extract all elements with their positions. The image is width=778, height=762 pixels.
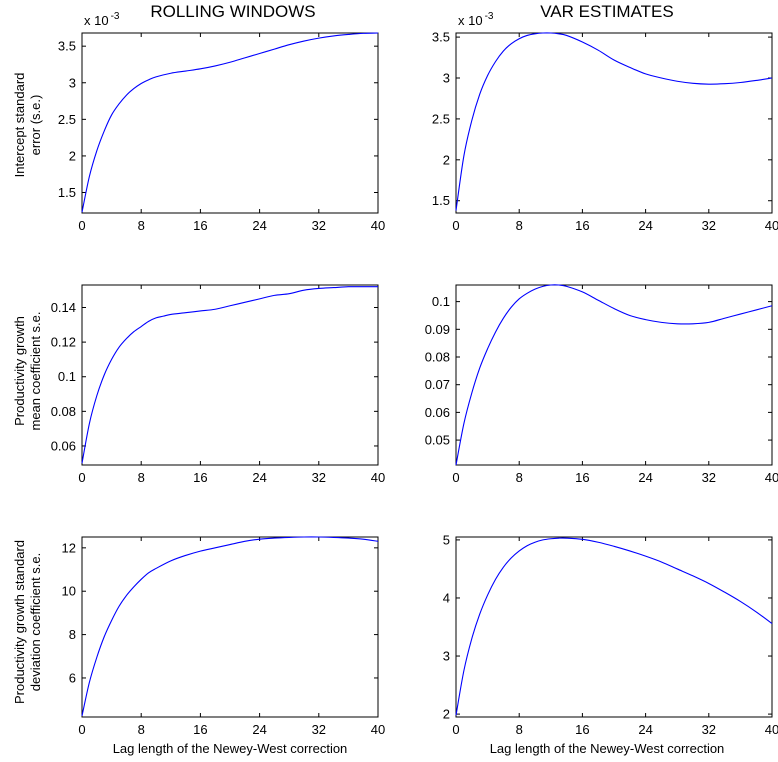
panel-6-xtick-label-1: 8 <box>516 722 523 737</box>
panel-2-exponent-label: x 10 -3 <box>458 11 494 28</box>
panel-5-frame <box>81 536 379 718</box>
panel-6-ytick-label-2: 4 <box>443 590 450 605</box>
panel-2-xtick-label-5: 40 <box>765 218 778 233</box>
panel-1-ytick-label-4: 3.5 <box>58 39 76 54</box>
panel-3-xtick-label-0: 0 <box>78 470 85 485</box>
panel-4-ytick-label-4: 0.09 <box>425 322 450 337</box>
panel-3-ytick-label-1: 0.08 <box>51 404 76 419</box>
column-title-var-estimates: VAR ESTIMATES <box>540 2 674 21</box>
panel-4-ytick-label-3: 0.08 <box>425 350 450 365</box>
panel-5-xtick-label-0: 0 <box>78 722 85 737</box>
panel-6-frame <box>455 536 773 718</box>
panel-6-series-line <box>455 537 773 716</box>
panel-5-series-line <box>81 536 379 717</box>
panel-1-ytick-label-0: 1.5 <box>58 185 76 200</box>
panel-1-ytick-label-2: 2.5 <box>58 112 76 127</box>
panel-3: 0 8 16 24 32 40 0.06 0.08 0.1 0.12 0.14 <box>51 284 385 485</box>
row3-ylabel-line2: deviation coefficient s.e. <box>28 553 43 692</box>
panel-2-ytick-label-1: 2 <box>443 152 450 167</box>
panel-6-xtick-label-0: 0 <box>452 722 459 737</box>
panel-3-xtick-label-2: 16 <box>193 470 207 485</box>
panel-1-xtick-label-3: 24 <box>252 218 266 233</box>
panel-3-frame <box>81 284 379 466</box>
panel-4-ytick-label-1: 0.06 <box>425 405 450 420</box>
column-title-rolling-windows: ROLLING WINDOWS <box>150 2 315 21</box>
panel-1-series-line <box>81 32 379 213</box>
panel-1-exponent-label: x 10 -3 <box>84 11 120 28</box>
panel-3-ytick-label-2: 0.1 <box>58 369 76 384</box>
panel-6-ytick-label-3: 5 <box>443 532 450 547</box>
panel-6-xtick-label-3: 24 <box>638 722 652 737</box>
panel-1-xtick-label-0: 0 <box>78 218 85 233</box>
panel-1-xtick-label-2: 16 <box>193 218 207 233</box>
panel-1: 0 8 16 24 32 40 1.5 2 2.5 3 3.5 x 10 -3 <box>58 11 385 233</box>
panel-1-xtick-label-1: 8 <box>138 218 145 233</box>
panel-3-xtick-label-3: 24 <box>252 470 266 485</box>
panel-6: 0 8 16 24 32 40 2 3 4 5 <box>443 532 778 737</box>
panel-2-xtick-label-1: 8 <box>516 218 523 233</box>
panel-5-xtick-label-1: 8 <box>138 722 145 737</box>
panel-3-xtick-label-1: 8 <box>138 470 145 485</box>
panel-2-frame <box>455 32 773 214</box>
panel-2-series-line <box>455 32 773 211</box>
panel-6-xtick-label-4: 32 <box>702 722 716 737</box>
panel-5-xtick-label-5: 40 <box>371 722 385 737</box>
panel-1-frame <box>81 32 379 214</box>
panel-4-xtick-label-1: 8 <box>516 470 523 485</box>
panel-6-xtick-label-5: 40 <box>765 722 778 737</box>
panel-1-ytick-label-3: 3 <box>69 75 76 90</box>
panel-2-xtick-label-3: 24 <box>638 218 652 233</box>
panel-1-ytick-label-1: 2 <box>69 148 76 163</box>
row3-ylabel-line1: Productivity growth standard <box>12 540 27 704</box>
panel-3-ytick-label-0: 0.06 <box>51 438 76 453</box>
row1-ylabel-line2: error (s.e.) <box>28 95 43 156</box>
panel-4-series-line <box>455 284 773 466</box>
panel-4-ytick-label-0: 0.05 <box>425 433 450 448</box>
panel-2-xtick-label-2: 16 <box>575 218 589 233</box>
panel-2-ytick-label-4: 3.5 <box>432 30 450 45</box>
panel-3-series-line <box>81 286 378 464</box>
row2-ylabel-line1: Productivity growth <box>12 316 27 426</box>
panel-5-xtick-label-3: 24 <box>252 722 266 737</box>
panel-2-ytick-label-2: 2.5 <box>432 111 450 126</box>
panel-4-xtick-label-5: 40 <box>765 470 778 485</box>
panel-4-xtick-label-3: 24 <box>638 470 652 485</box>
panel-4-ytick-label-2: 0.07 <box>425 377 450 392</box>
panel-3-xtick-label-4: 32 <box>312 470 326 485</box>
row1-ylabel-line1: Intercept standard <box>12 73 27 178</box>
panel-2: 0 8 16 24 32 40 1.5 2 2.5 3 3.5 x 10 -3 <box>432 11 778 233</box>
xlabel-right: Lag length of the Newey-West correction <box>490 741 725 756</box>
panel-2-xtick-label-4: 32 <box>702 218 716 233</box>
panel-5-ytick-label-2: 10 <box>62 584 76 599</box>
panel-1-xtick-label-5: 40 <box>371 218 385 233</box>
panel-2-ytick-label-3: 3 <box>443 71 450 86</box>
panel-5: 0 8 16 24 32 40 6 8 10 12 <box>62 536 385 737</box>
panel-4: 0 8 16 24 32 40 0.05 0.06 0.07 0.08 0.09 0.1 <box>425 284 778 485</box>
panel-3-ytick-label-4: 0.14 <box>51 300 76 315</box>
panel-5-ytick-label-0: 6 <box>69 670 76 685</box>
panel-6-ytick-label-0: 2 <box>443 707 450 722</box>
panel-4-frame <box>455 284 773 466</box>
panel-4-xtick-label-0: 0 <box>452 470 459 485</box>
panel-4-ytick-label-5: 0.1 <box>432 294 450 309</box>
row2-ylabel-line2: mean coefficient s.e. <box>28 312 43 431</box>
panel-4-xtick-label-2: 16 <box>575 470 589 485</box>
panel-5-ytick-label-3: 12 <box>62 540 76 555</box>
panel-2-xtick-label-0: 0 <box>452 218 459 233</box>
panel-5-xtick-label-2: 16 <box>193 722 207 737</box>
panel-5-ytick-label-1: 8 <box>69 627 76 642</box>
panel-1-xtick-label-4: 32 <box>312 218 326 233</box>
panel-3-xtick-label-5: 40 <box>371 470 385 485</box>
panel-4-xtick-label-4: 32 <box>702 470 716 485</box>
panel-2-ytick-label-0: 1.5 <box>432 193 450 208</box>
panel-6-ytick-label-1: 3 <box>443 649 450 664</box>
panel-3-ytick-label-3: 0.12 <box>51 335 76 350</box>
xlabel-left: Lag length of the Newey-West correction <box>113 741 348 756</box>
panel-6-xtick-label-2: 16 <box>575 722 589 737</box>
panel-5-xtick-label-4: 32 <box>312 722 326 737</box>
